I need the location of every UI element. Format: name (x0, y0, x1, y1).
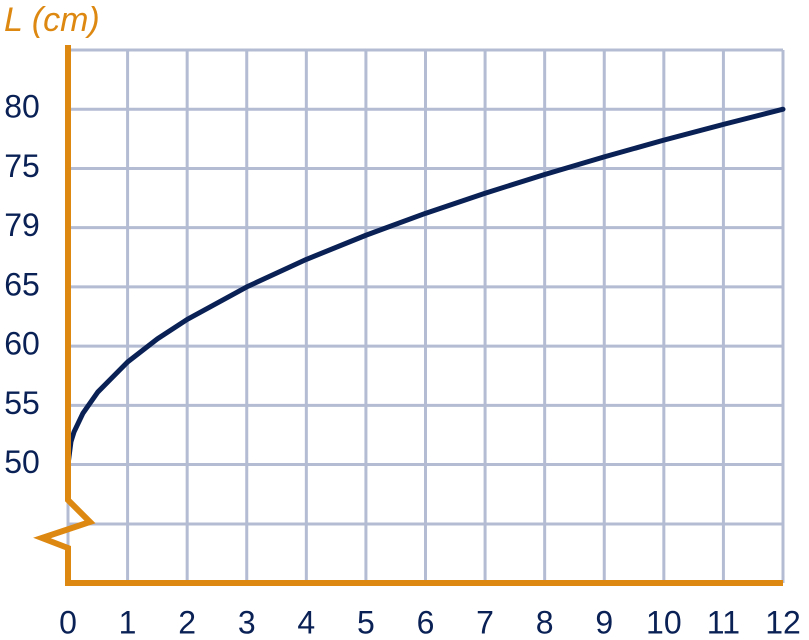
y-tick-label: 79 (4, 207, 40, 243)
x-tick-label: 10 (646, 604, 682, 640)
y-tick-label: 75 (4, 148, 40, 184)
x-tick-label: 0 (59, 604, 77, 640)
axes (33, 45, 783, 586)
x-tick-label: 3 (238, 604, 256, 640)
x-tick-label: 8 (536, 604, 554, 640)
x-tick-label: 2 (178, 604, 196, 640)
y-tick-label: 65 (4, 266, 40, 302)
x-tick-label: 7 (476, 604, 494, 640)
y-tick-label: 55 (4, 385, 40, 421)
x-tick-label: 6 (417, 604, 435, 640)
line (65, 106, 786, 468)
y-axis-label: L (cm) (4, 1, 100, 39)
y-tick-label: 50 (4, 444, 40, 480)
grid (66, 50, 785, 583)
x-tick-label: 1 (119, 604, 137, 640)
y-tick-label: 80 (4, 89, 40, 125)
y-tick-label: 60 (4, 326, 40, 362)
x-tick-label: 12 (765, 604, 801, 640)
marks (65, 106, 786, 468)
x-tick-label: 9 (595, 604, 613, 640)
x-tick-label: 11 (707, 604, 740, 640)
x-tick-label: 4 (297, 604, 315, 640)
x-tick-label: 5 (357, 604, 375, 640)
